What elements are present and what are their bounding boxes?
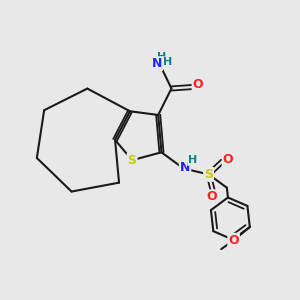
Text: S: S bbox=[204, 168, 213, 181]
Text: H: H bbox=[188, 155, 197, 165]
Text: O: O bbox=[228, 234, 239, 247]
Text: H: H bbox=[157, 52, 166, 62]
Text: O: O bbox=[206, 190, 217, 203]
Text: O: O bbox=[223, 153, 233, 166]
Text: N: N bbox=[180, 160, 190, 173]
Text: N: N bbox=[152, 57, 162, 70]
Text: S: S bbox=[128, 154, 136, 167]
Text: O: O bbox=[193, 78, 203, 91]
Text: H: H bbox=[163, 57, 172, 67]
